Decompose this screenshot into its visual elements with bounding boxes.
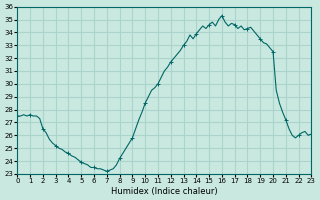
X-axis label: Humidex (Indice chaleur): Humidex (Indice chaleur) — [111, 187, 218, 196]
